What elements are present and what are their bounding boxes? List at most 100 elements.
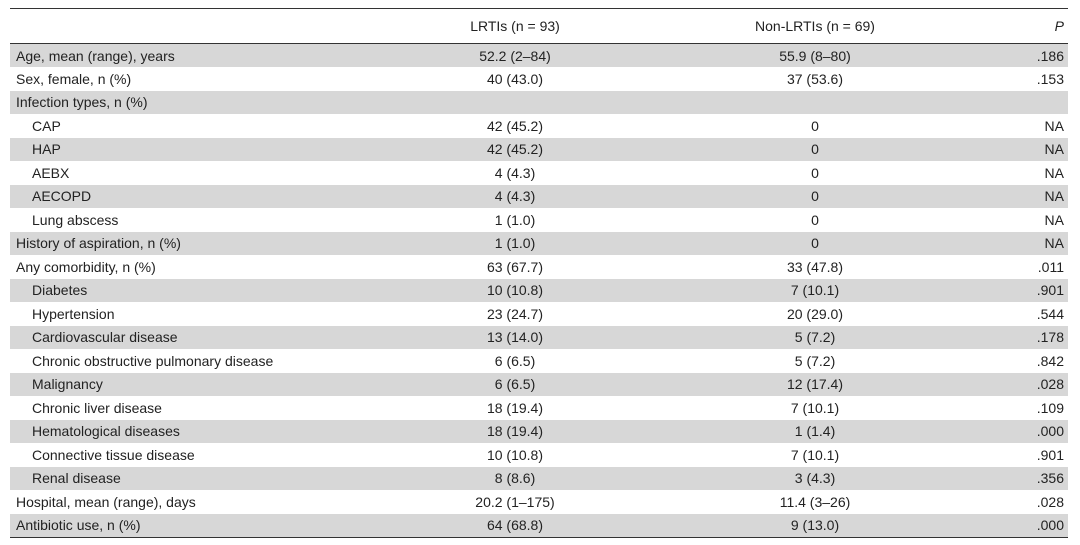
row-lrtis-value: 1 (1.0) — [494, 211, 536, 228]
table-row: Connective tissue disease 10 (10.8) 7 (10.… — [10, 443, 1068, 467]
row-label: AEBX — [32, 164, 70, 181]
row-lrtis-value: 42 (45.2) — [486, 117, 544, 134]
row-non-lrtis-value: 55.9 (8–80) — [779, 47, 851, 64]
row-non-lrtis-value: 3 (4.3) — [794, 470, 836, 487]
row-p-value: NA — [1044, 188, 1064, 205]
table-row: Lung abscess 1 (1.0) 0 NA — [10, 208, 1068, 232]
row-non-lrtis-value: 33 (47.8) — [786, 258, 844, 275]
row-p-value: .356 — [1036, 470, 1064, 487]
row-label: HAP — [32, 141, 61, 158]
row-lrtis-value: 4 (4.3) — [494, 164, 536, 181]
row-non-lrtis-value: 0 — [811, 117, 819, 134]
row-label: Antibiotic use, n (%) — [16, 517, 141, 533]
table-row: AECOPD 4 (4.3) 0 NA — [10, 184, 1068, 208]
row-label: Hematological diseases — [32, 423, 180, 440]
row-non-lrtis-value: 5 (7.2) — [794, 352, 836, 369]
table-row: Chronic liver disease 18 (19.4) 7 (10.1) .1… — [10, 396, 1068, 420]
row-label: Malignancy — [32, 376, 103, 393]
row-lrtis-value: 10 (10.8) — [486, 446, 544, 463]
row-p-value: .178 — [1036, 329, 1064, 346]
row-label: Hospital, mean (range), days — [16, 493, 196, 510]
row-label: Renal disease — [32, 470, 121, 487]
row-label: Chronic liver disease — [32, 399, 162, 416]
row-p-value: NA — [1044, 164, 1064, 181]
row-lrtis-value: 40 (43.0) — [486, 70, 544, 87]
row-label: Connective tissue disease — [32, 446, 195, 463]
row-label: Age, mean (range), years — [16, 47, 175, 64]
row-lrtis-value: 23 (24.7) — [486, 305, 544, 322]
table-row: Antibiotic use, n (%) 64 (68.8) 9 (13.0) .0… — [10, 513, 1068, 537]
row-label: History of aspiration, n (%) — [16, 235, 181, 252]
row-non-lrtis-value: 7 (10.1) — [790, 399, 840, 416]
row-non-lrtis-value: 1 (1.4) — [794, 423, 836, 440]
table-row: HAP 42 (45.2) 0 NA — [10, 137, 1068, 161]
table-row: AEBX 4 (4.3) 0 NA — [10, 161, 1068, 185]
row-lrtis-value: 6 (6.5) — [494, 352, 536, 369]
row-p-value: .000 — [1036, 423, 1064, 440]
row-non-lrtis-value — [665, 91, 965, 115]
row-non-lrtis-value: 0 — [811, 141, 819, 158]
row-non-lrtis-value: 9 (13.0) — [790, 517, 840, 533]
table-row: Sex, female, n (%) 40 (43.0) 37 (53.6) .153 — [10, 67, 1068, 91]
row-p-value: .186 — [1036, 47, 1064, 64]
table-row: Cardiovascular disease 13 (14.0) 5 (7.2) .1… — [10, 325, 1068, 349]
table-row: Any comorbidity, n (%) 63 (67.7) 33 (47.8)… — [10, 255, 1068, 279]
row-p-value: .109 — [1036, 399, 1064, 416]
row-p-value: .842 — [1036, 352, 1064, 369]
row-lrtis-value: 18 (19.4) — [486, 423, 544, 440]
patient-characteristics-table-container: LRTIs (n = 93) Non-LRTIs (n = 69) P Age,… — [10, 8, 1068, 538]
row-lrtis-value: 64 (68.8) — [486, 517, 544, 533]
header-non-lrtis: Non-LRTIs (n = 69) — [755, 18, 875, 34]
row-non-lrtis-value: 37 (53.6) — [786, 70, 844, 87]
row-label: Chronic obstructive pulmonary disease — [32, 352, 274, 369]
row-p-value: NA — [1044, 235, 1064, 252]
table-row: CAP 42 (45.2) 0 NA — [10, 114, 1068, 138]
table-row: Renal disease 8 (8.6) 3 (4.3) .356 — [10, 466, 1068, 490]
table-body: Age, mean (range), years 52.2 (2–84) 55.9 … — [10, 43, 1068, 537]
table-row: Hypertension 23 (24.7) 20 (29.0) .544 — [10, 302, 1068, 326]
row-lrtis-value: 4 (4.3) — [494, 188, 536, 205]
patient-characteristics-table: LRTIs (n = 93) Non-LRTIs (n = 69) P Age,… — [10, 8, 1068, 538]
row-lrtis-value: 13 (14.0) — [486, 329, 544, 346]
row-lrtis-value: 6 (6.5) — [494, 376, 536, 393]
table-row: Hospital, mean (range), days 20.2 (1–175)… — [10, 490, 1068, 514]
row-p-value: .153 — [1036, 70, 1064, 87]
row-label: Sex, female, n (%) — [16, 70, 132, 87]
row-non-lrtis-value: 0 — [811, 188, 819, 205]
row-p-value: .011 — [1037, 258, 1064, 275]
row-non-lrtis-value: 7 (10.1) — [790, 446, 840, 463]
row-lrtis-value: 52.2 (2–84) — [479, 47, 551, 64]
row-p-value: .028 — [1036, 376, 1064, 393]
table-row: History of aspiration, n (%) 1 (1.0) 0 NA — [10, 231, 1068, 255]
table-row: Chronic obstructive pulmonary disease 6 (… — [10, 349, 1068, 373]
row-lrtis-value: 1 (1.0) — [494, 235, 536, 252]
header-characteristic — [10, 9, 365, 44]
table-row: Hematological diseases 18 (19.4) 1 (1.4) .0… — [10, 419, 1068, 443]
row-label: Infection types, n (%) — [16, 94, 148, 111]
row-label: Any comorbidity, n (%) — [16, 258, 156, 275]
row-p-value — [965, 91, 1068, 115]
row-non-lrtis-value: 12 (17.4) — [786, 376, 844, 393]
row-non-lrtis-value: 20 (29.0) — [786, 305, 844, 322]
row-p-value: NA — [1044, 141, 1064, 158]
row-p-value: NA — [1044, 117, 1064, 134]
row-p-value: .000 — [1036, 517, 1064, 533]
row-lrtis-value: 8 (8.6) — [494, 470, 536, 487]
row-non-lrtis-value: 11.4 (3–26) — [779, 493, 851, 510]
row-non-lrtis-value: 0 — [811, 164, 819, 181]
table-row: Age, mean (range), years 52.2 (2–84) 55.9 … — [10, 43, 1068, 67]
row-lrtis-value: 42 (45.2) — [486, 141, 544, 158]
table-header-row: LRTIs (n = 93) Non-LRTIs (n = 69) P — [10, 8, 1068, 44]
row-label: CAP — [32, 117, 61, 134]
row-lrtis-value: 18 (19.4) — [486, 399, 544, 416]
row-p-value: .028 — [1036, 493, 1064, 510]
row-p-value: .544 — [1036, 305, 1064, 322]
row-label: Cardiovascular disease — [32, 329, 178, 346]
row-label: Lung abscess — [32, 211, 119, 228]
row-p-value: .901 — [1036, 446, 1064, 463]
table-row: Infection types, n (%) — [10, 90, 1068, 115]
row-non-lrtis-value: 0 — [811, 235, 819, 252]
header-lrtis: LRTIs (n = 93) — [470, 18, 560, 34]
row-label: AECOPD — [32, 188, 92, 205]
row-non-lrtis-value: 7 (10.1) — [790, 282, 840, 299]
